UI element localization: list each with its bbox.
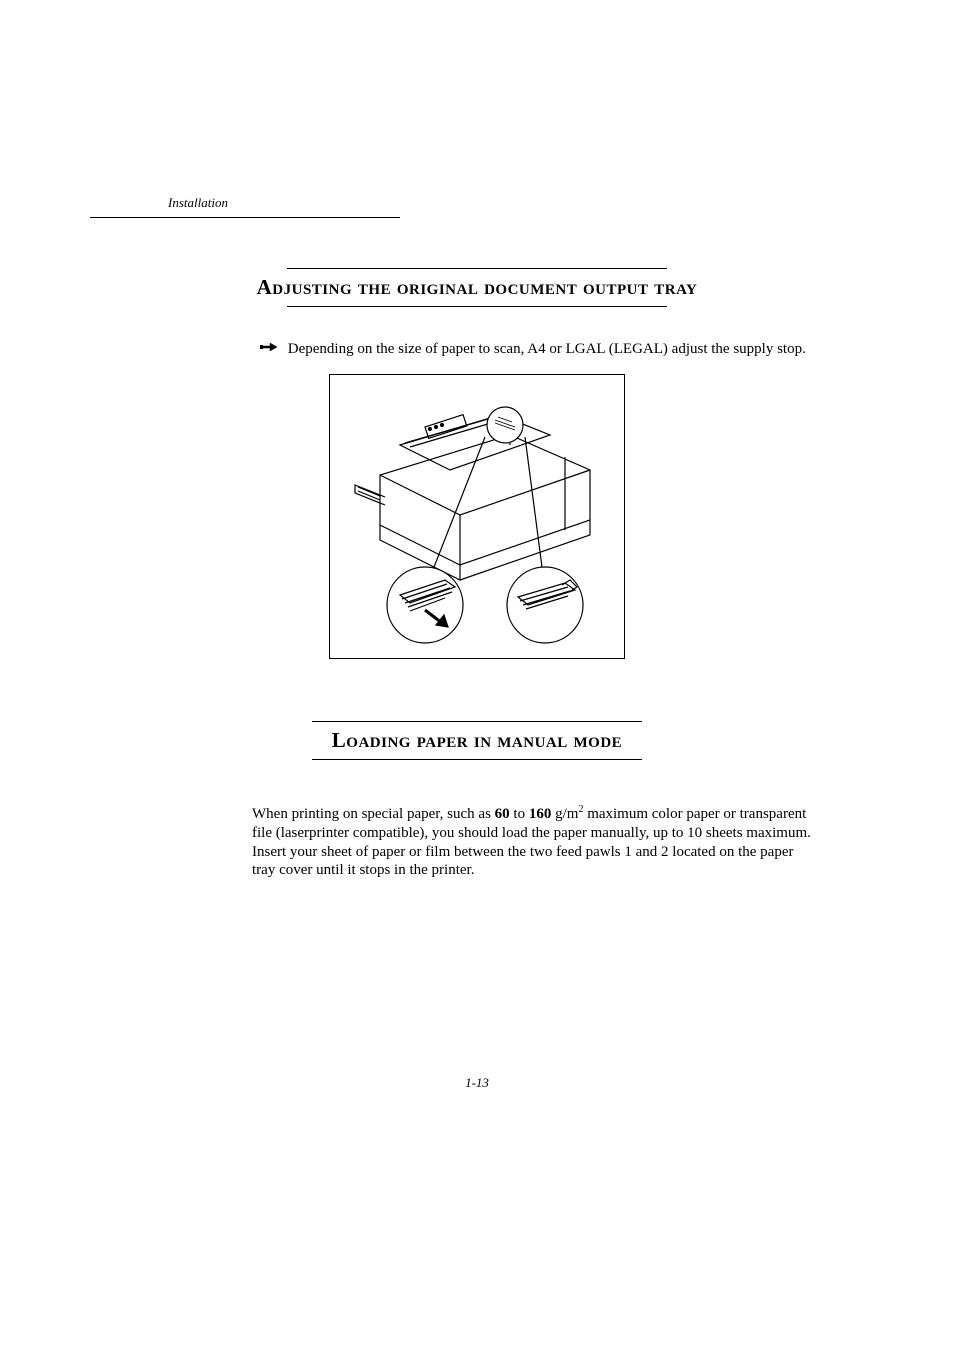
title-rule-bottom [312, 759, 642, 760]
section-2-heading-block: Loading paper in manual mode [90, 721, 864, 760]
max-weight-value: 160 [529, 806, 552, 822]
paragraph-text-pre: When printing on special paper, such as [252, 806, 495, 822]
page-number: 1-13 [0, 1075, 954, 1091]
section-2-paragraph: When printing on special paper, such as … [252, 804, 814, 880]
figure-container [90, 374, 864, 659]
instruction-text: Depending on the size of paper to scan, … [288, 341, 806, 357]
unit-base: g/m [551, 806, 578, 822]
section-1-title: Adjusting the original document output t… [257, 269, 698, 306]
min-weight-value: 60 [495, 806, 510, 822]
title-rule-bottom [287, 306, 667, 307]
header-divider [90, 217, 400, 218]
paragraph-mid1: to [510, 806, 529, 822]
section-1-heading-block: Adjusting the original document output t… [90, 268, 864, 307]
printer-diagram [329, 374, 625, 659]
pointer-hand-icon [260, 341, 278, 358]
instruction-line: Depending on the size of paper to scan, … [260, 341, 814, 358]
header-section-label: Installation [168, 195, 864, 211]
document-page: Installation Adjusting the original docu… [0, 0, 954, 1351]
section-2-title: Loading paper in manual mode [332, 722, 622, 759]
